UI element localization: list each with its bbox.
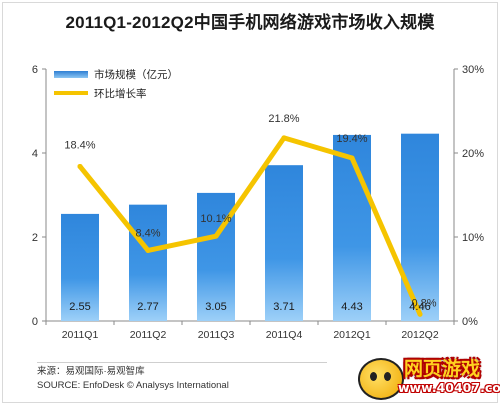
x-tick-label: 2011Q3 [198,329,235,341]
bar [265,165,303,321]
bar [401,133,439,321]
y-left-tick-label: 4 [32,148,38,160]
legend-bar-swatch [54,71,88,78]
bar [129,204,167,321]
source-line-1: 来源：易观国际·易观智库 [37,366,145,377]
x-tick-label: 2012Q2 [401,329,439,341]
growth-rate-point [417,311,423,317]
y-right-tick-label: 10% [462,232,484,244]
bar-value-label: 3.05 [205,301,226,313]
bar-value-label: 4.43 [341,301,362,313]
watermark-logo: 网页游戏 www.40407.com [358,352,500,402]
x-tick-label: 2011Q1 [62,329,99,341]
source-divider [37,362,327,363]
line-value-label: 10.1% [200,213,231,225]
source-line-2: SOURCE: EnfoDesk © Analysys Internationa… [37,380,229,391]
y-right-tick-label: 0% [462,316,478,328]
bar-value-label: 3.71 [273,301,294,313]
y-left-tick-label: 6 [32,64,38,76]
x-tick-label: 2012Q1 [333,329,371,341]
y-right-tick-label: 30% [462,64,484,76]
legend-bar-label: 市场规模（亿元） [94,68,178,81]
growth-rate-line [77,135,423,317]
growth-rate-point [145,247,151,253]
mascot-icon [358,358,404,400]
growth-rate-point [77,163,83,169]
x-tick-label: 2011Q4 [266,329,303,341]
growth-rate-point [281,135,287,141]
bar-value-label: 2.55 [69,301,90,313]
x-tick-label: 2011Q2 [130,329,167,341]
line-value-label: 19.4% [336,133,367,145]
source-note: 来源：易观国际·易观智库 SOURCE: EnfoDesk © Analysys… [37,362,327,393]
bar [333,134,371,321]
y-left-tick-label: 2 [32,232,38,244]
bar [61,213,99,321]
growth-rate-point [349,155,355,161]
growth-rate-point [213,233,219,239]
line-value-label: 0.8% [411,297,436,309]
legend-line-label: 环比增长率 [94,87,147,100]
y-right-tick-label: 20% [462,148,484,160]
bar-value-label: 2.77 [137,301,158,313]
watermark-title: 网页游戏 [404,358,481,380]
line-value-label: 18.4% [64,139,95,151]
line-value-label: 21.8% [268,113,299,125]
watermark-url: www.40407.com [398,380,500,395]
bar-value-label: 4.46 [409,301,430,313]
y-left-tick-label: 0 [32,316,38,328]
line-value-label: 8.4% [135,227,160,239]
chart-title: 2011Q1-2012Q2中国手机网络游戏市场收入规模 [65,13,435,32]
